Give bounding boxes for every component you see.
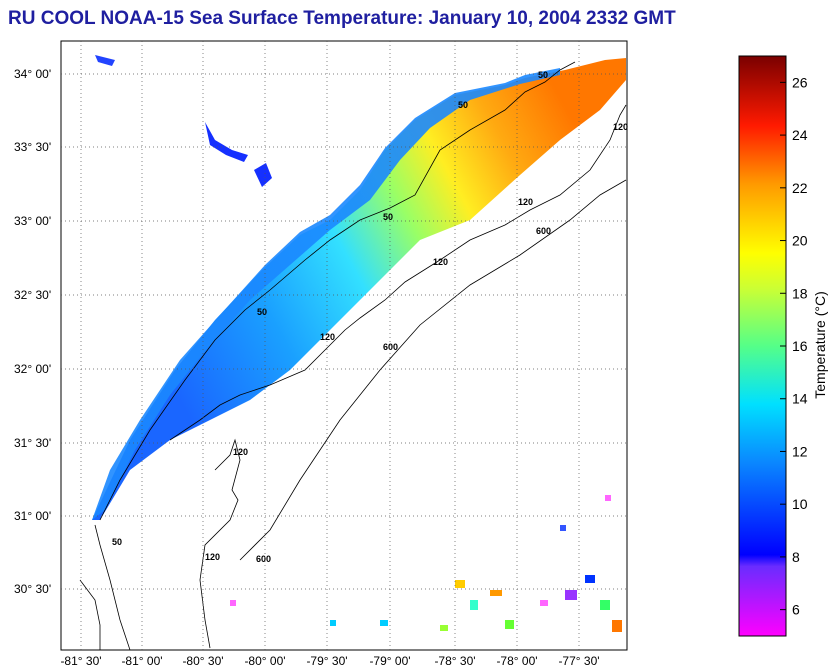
map-grid — [61, 41, 627, 650]
colorbar-tick-label: 20 — [792, 233, 808, 249]
colorbar-tick-label: 12 — [792, 443, 808, 459]
lat-label: 33° 00' — [14, 214, 51, 228]
colorbar-title: Temperature (°C) — [812, 291, 828, 399]
lat-label: 31° 00' — [14, 509, 51, 523]
contour-label: 120 — [613, 122, 628, 132]
map-title: RU COOL NOAA-15 Sea Surface Temperature:… — [8, 8, 676, 29]
lon-label: -78° 00' — [496, 654, 537, 668]
lon-label: -79° 00' — [369, 654, 410, 668]
colorbar-tick-label: 6 — [792, 602, 800, 618]
contour-label: 600 — [256, 554, 271, 564]
contour-label: 600 — [536, 226, 551, 236]
lat-label: 34° 00' — [14, 67, 51, 81]
colorbar — [738, 55, 787, 637]
lat-label: 30° 30' — [14, 582, 51, 596]
lon-label: -77° 30' — [558, 654, 599, 668]
colorbar-tick-label: 16 — [792, 338, 808, 354]
lon-label: -78° 30' — [434, 654, 475, 668]
colorbar-tick-label: 18 — [792, 285, 808, 301]
contour-label: 120 — [233, 447, 248, 457]
lat-label: 31° 30' — [14, 436, 51, 450]
contour-label: 600 — [383, 342, 398, 352]
contour-label: 50 — [383, 212, 393, 222]
contour-label: 50 — [257, 307, 267, 317]
contour-label: 50 — [112, 537, 122, 547]
sst-swath — [92, 58, 626, 520]
lon-label: -80° 30' — [182, 654, 223, 668]
colorbar-tick-label: 22 — [792, 180, 808, 196]
contour-label: 120 — [320, 332, 335, 342]
lat-label: 32° 00' — [14, 362, 51, 376]
lon-label: -81° 00' — [121, 654, 162, 668]
colorbar-tick-label: 8 — [792, 549, 800, 565]
contour-labels: 50 50 50 50 50 120 120 120 120 120 120 6… — [112, 70, 628, 564]
depth-contours — [79, 61, 627, 651]
contour-label: 50 — [458, 100, 468, 110]
colorbar-tick-label: 24 — [792, 127, 808, 143]
lon-label: -79° 30' — [306, 654, 347, 668]
contour-label: 50 — [538, 70, 548, 80]
contour-label: 120 — [205, 552, 220, 562]
inland-lake — [254, 163, 272, 187]
inland-lake — [95, 55, 115, 66]
lat-label: 33° 30' — [14, 140, 51, 154]
lat-label: 32° 30' — [14, 288, 51, 302]
contour-label: 120 — [518, 197, 533, 207]
inland-lake — [205, 122, 248, 162]
latitude-labels: 34° 00' 33° 30' 33° 00' 32° 30' 32° 00' … — [14, 67, 51, 596]
contour-label: 120 — [433, 257, 448, 267]
colorbar-ticks: 26 24 22 20 18 16 14 12 10 8 6 — [780, 74, 808, 618]
lon-label: -81° 30' — [60, 654, 101, 668]
colorbar-tick-label: 26 — [792, 74, 808, 90]
colorbar-tick-label: 10 — [792, 496, 808, 512]
colorbar-tick-label: 14 — [792, 391, 808, 407]
longitude-labels: -81° 30' -81° 00' -80° 30' -80° 00' -79°… — [60, 654, 599, 668]
lon-label: -80° 00' — [244, 654, 285, 668]
scattered-pixels — [230, 495, 622, 632]
